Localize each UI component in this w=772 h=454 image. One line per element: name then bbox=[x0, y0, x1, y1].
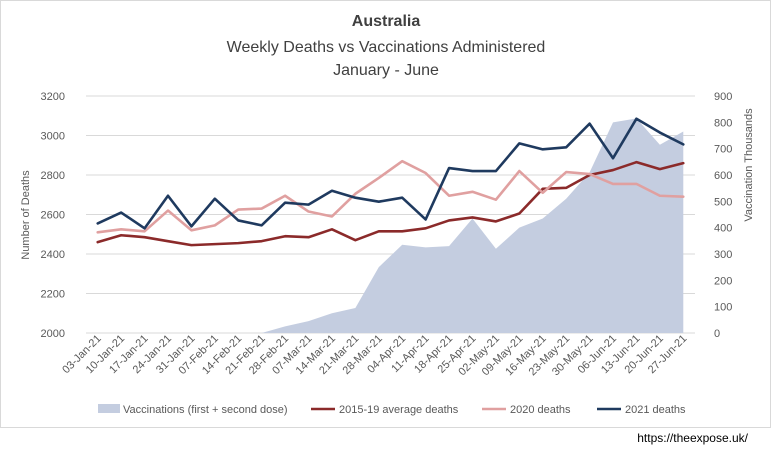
chart-subtitle-line-1: Weekly Deaths vs Vaccinations Administer… bbox=[227, 39, 546, 56]
right-tick-label: 500 bbox=[714, 196, 732, 208]
death-lines-layer bbox=[96, 117, 685, 247]
legend: Vaccinations (first + second dose) 2015-1… bbox=[98, 404, 686, 416]
left-tick-label: 2200 bbox=[41, 289, 65, 301]
chart: Australia Weekly Deaths vs Vaccinations … bbox=[20, 13, 755, 416]
left-tick-label: 3200 bbox=[41, 91, 65, 103]
right-tick-label: 800 bbox=[714, 117, 732, 129]
left-axis-label: Number of Deaths bbox=[20, 170, 32, 260]
source-url[interactable]: https://theexpose.uk/ bbox=[637, 431, 748, 445]
chart-title: Australia bbox=[352, 13, 421, 30]
legend-swatch bbox=[98, 404, 120, 413]
legend-item: 2015-19 average deaths bbox=[311, 404, 459, 416]
legend-label: Vaccinations (first + second dose) bbox=[123, 404, 288, 416]
left-tick-label: 3000 bbox=[41, 131, 65, 143]
vaccinations-area bbox=[97, 118, 684, 333]
legend-item: 2021 deaths bbox=[597, 404, 686, 416]
chart-subtitle-line-2: January - June bbox=[333, 62, 439, 79]
gridlines bbox=[86, 95, 695, 334]
left-tick-label: 2000 bbox=[41, 328, 65, 340]
2021-deaths-line bbox=[96, 117, 685, 230]
right-tick-label: 600 bbox=[714, 170, 732, 182]
left-axis-ticks: 2000 2200 2400 2600 2800 3000 3200 bbox=[41, 91, 65, 340]
right-axis-ticks: 0 100 200 300 400 500 600 700 800 900 bbox=[714, 91, 732, 340]
2020-deaths-line bbox=[96, 159, 685, 234]
right-tick-label: 900 bbox=[714, 91, 732, 103]
left-tick-label: 2600 bbox=[41, 210, 65, 222]
chart-frame: Australia Weekly Deaths vs Vaccinations … bbox=[0, 0, 771, 428]
left-tick-label: 2400 bbox=[41, 249, 65, 261]
right-tick-label: 200 bbox=[714, 275, 732, 287]
legend-label: 2021 deaths bbox=[625, 404, 686, 416]
x-axis-ticks: 03-Jan-2110-Jan-2117-Jan-2124-Jan-2131-J… bbox=[60, 333, 689, 379]
right-tick-label: 100 bbox=[714, 302, 732, 314]
2015-19-average-deaths-line bbox=[96, 160, 685, 247]
legend-label: 2015-19 average deaths bbox=[339, 404, 459, 416]
right-tick-label: 0 bbox=[714, 328, 720, 340]
left-tick-label: 2800 bbox=[41, 170, 65, 182]
right-tick-label: 400 bbox=[714, 223, 732, 235]
right-tick-label: 700 bbox=[714, 144, 732, 156]
right-axis-label: Vaccination Thousands bbox=[743, 108, 755, 222]
vaccination-area-layer bbox=[97, 118, 684, 333]
right-tick-label: 300 bbox=[714, 249, 732, 261]
legend-item: Vaccinations (first + second dose) bbox=[98, 404, 288, 416]
legend-item: 2020 deaths bbox=[482, 404, 571, 416]
legend-label: 2020 deaths bbox=[510, 404, 571, 416]
